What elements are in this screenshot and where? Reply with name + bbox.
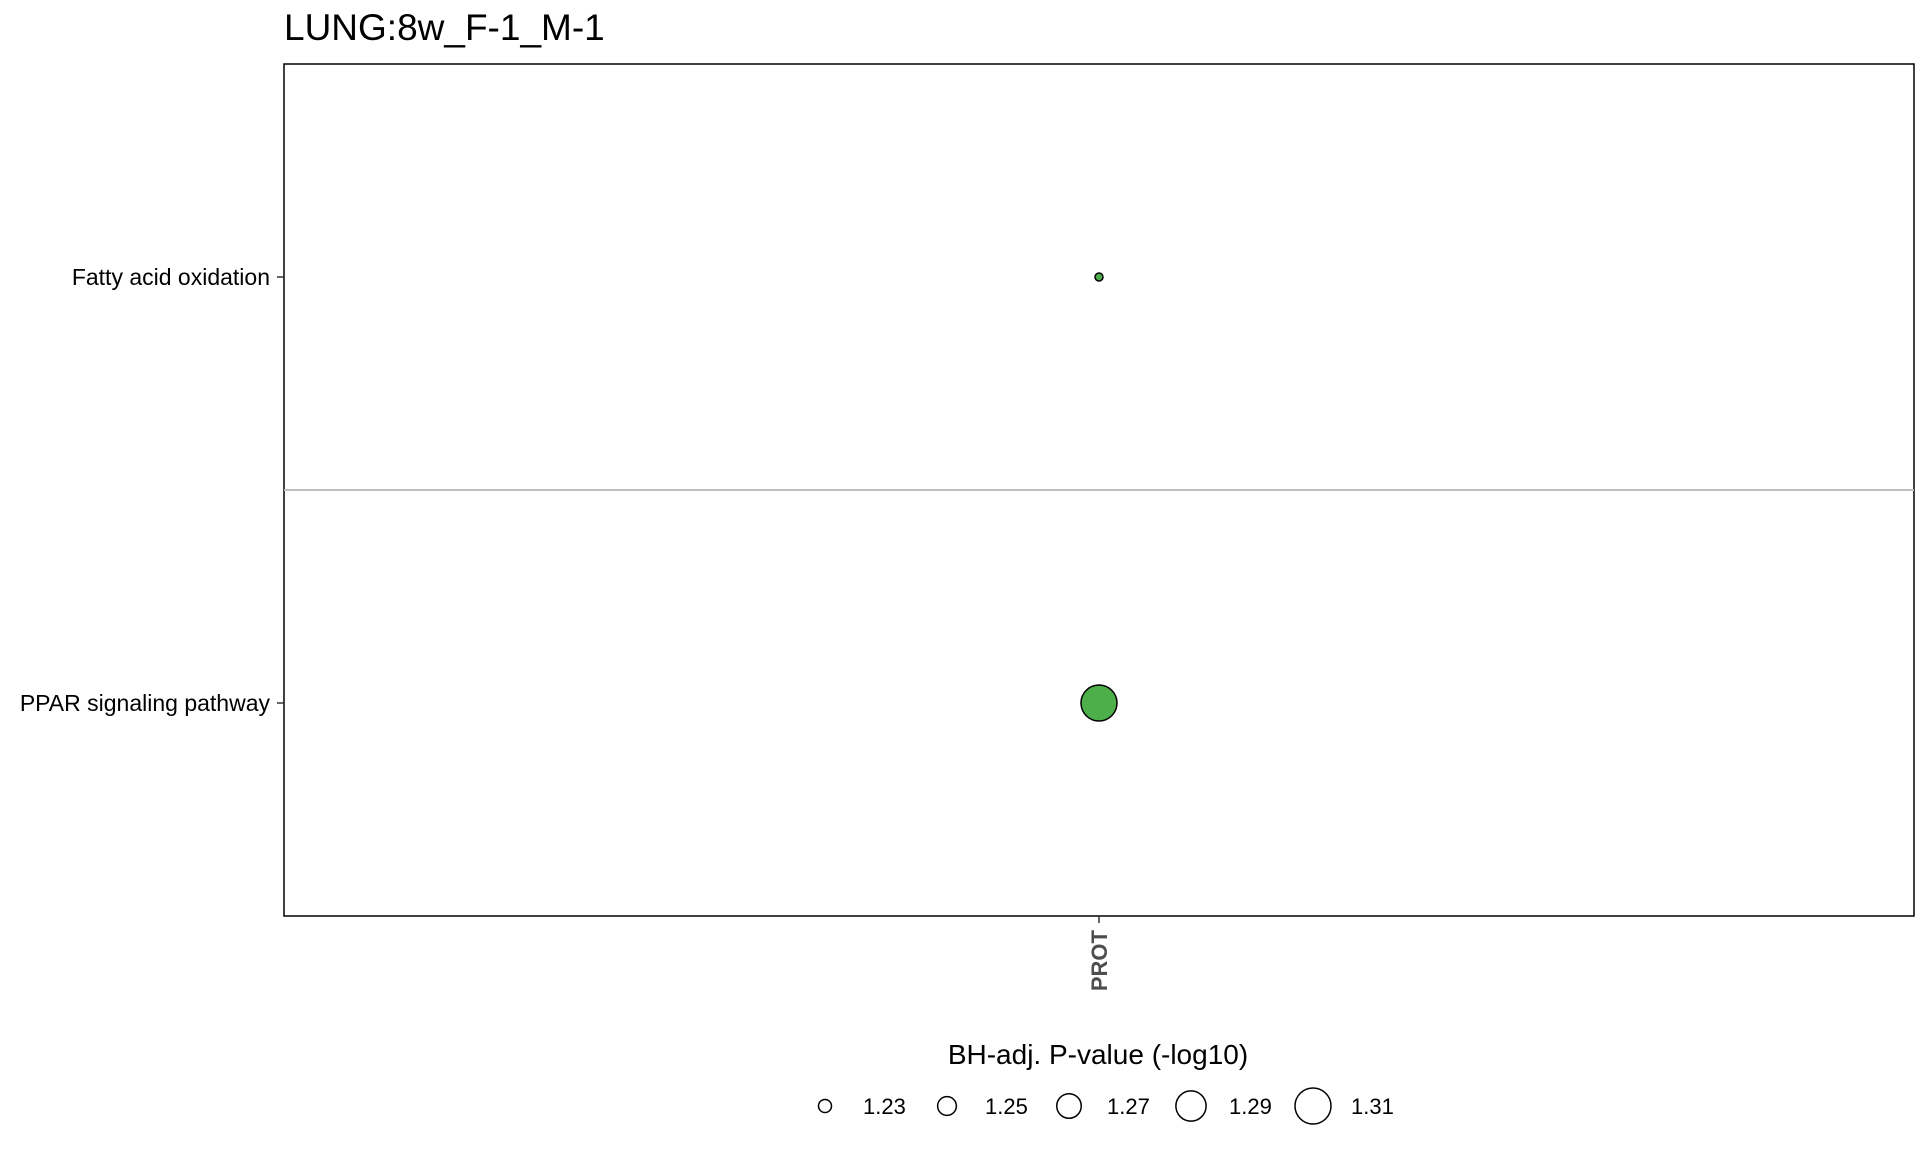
- legend-label: 1.31: [1351, 1094, 1394, 1119]
- legend-title: BH-adj. P-value (-log10): [948, 1039, 1248, 1070]
- size-legend: 1.23 1.25 1.27 1.29 1.31: [817, 1087, 1394, 1125]
- chart-title: LUNG:8w_F-1_M-1: [284, 7, 605, 48]
- legend-label: 1.25: [985, 1094, 1028, 1119]
- legend-key: [1056, 1093, 1082, 1119]
- y-axis: Fatty acid oxidation PPAR signaling pathw…: [20, 264, 284, 716]
- data-point: [1080, 684, 1118, 722]
- legend-key: [817, 1098, 833, 1114]
- y-tick-label: PPAR signaling pathway: [20, 690, 271, 716]
- x-axis: PROT: [1087, 916, 1112, 991]
- y-tick-label: Fatty acid oxidation: [72, 264, 270, 290]
- x-tick-label: PROT: [1087, 929, 1112, 991]
- legend-label: 1.29: [1229, 1094, 1272, 1119]
- legend-key: [1175, 1090, 1207, 1122]
- legend-key: [1294, 1087, 1332, 1125]
- legend-key: [936, 1095, 958, 1117]
- data-points: [1080, 272, 1118, 722]
- legend-label: 1.23: [863, 1094, 906, 1119]
- data-point: [1094, 272, 1104, 282]
- legend-label: 1.27: [1107, 1094, 1150, 1119]
